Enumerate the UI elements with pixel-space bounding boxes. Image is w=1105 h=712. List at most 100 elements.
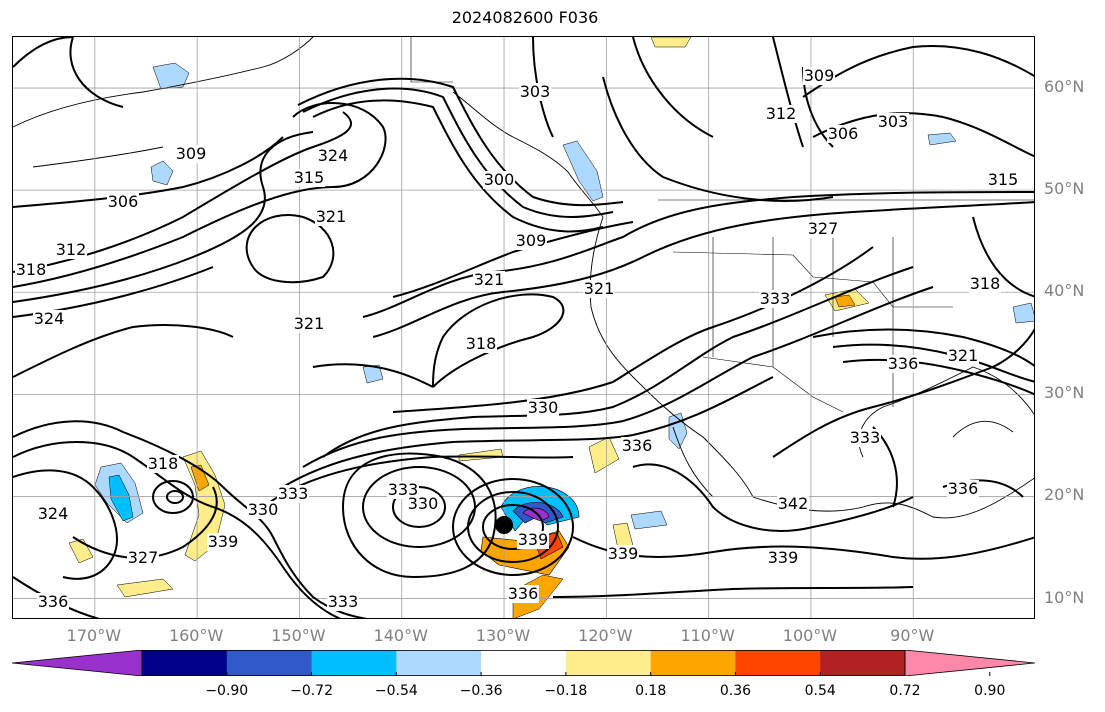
contour-label-background [877,113,909,131]
contour-label-background [33,310,65,328]
contour-label: 324 [318,146,349,165]
contour-label: 321 [584,279,615,298]
contour-label: 315 [988,170,1019,189]
contour-label: 321 [948,346,979,365]
contour-label-background [37,593,69,611]
lat-tick-label: 40°N [1044,281,1085,301]
lat-tick-label: 30°N [1044,383,1085,403]
shading-positive [116,578,174,598]
borders [410,37,1034,413]
colorbar-tick-label: −0.90 [205,683,249,699]
contour-label: 315 [294,168,325,187]
contour-label: 318 [16,260,47,279]
contour-label-background [887,355,919,373]
contour-label-background [987,171,1019,189]
colorbar-extend-low [12,650,143,676]
contour-label: 309 [176,144,207,163]
contour-label: 333 [278,484,309,503]
colorbar-frame [141,650,906,676]
contour-label: 300 [484,170,515,189]
contour-label-background [947,347,979,365]
contour-label-background [517,531,549,549]
storm-center-marker[interactable] [495,516,514,535]
contour-label: 303 [520,82,551,101]
colorbar-segment [650,650,736,676]
contour-label-background [947,480,979,498]
contour-label-background [621,437,653,455]
map-title: 2024082600 F036 [451,8,599,27]
lon-tick-label: 120°W [578,626,633,645]
colorbar-segment [226,650,313,676]
contour-label-background [15,261,47,279]
colorbar-tick-label: −0.54 [374,683,418,699]
contour-label: 321 [294,314,325,333]
contour-label-background [327,593,359,611]
contour-label-background [515,232,547,250]
contour-label-background [777,495,809,513]
contour-label-background [387,481,419,499]
map-canvas: 318 312 306 309 315 324 321 303 300 309 321 318 321 3… [13,37,1034,618]
contour-label: 306 [828,124,859,143]
contour-labels: 318 312 306 309 315 324 321 303 300 309 321 318 321 3… [15,66,1019,611]
contour-label: 339 [608,544,639,563]
shading-layer [68,37,1034,618]
colorbar-segment [481,650,567,676]
contour-label: 318 [148,454,179,473]
contour-label: 339 [768,548,799,567]
contour-label-background [293,315,325,333]
shading-negative [927,132,957,146]
colorbar-segment [820,650,906,676]
lon-tick-label: 170°W [66,626,122,645]
contour-label: 303 [878,112,909,131]
contour-label-background [969,275,1001,293]
shading-positive [834,294,856,308]
contour-label: 336 [622,436,653,455]
lat-tick-label: 20°N [1044,485,1085,505]
contour-label: 336 [948,479,979,498]
shading-negative [562,140,604,202]
contour-label-background [147,455,179,473]
shading-positive [458,448,504,462]
contour-label-background [293,169,325,187]
contour-label: 333 [760,289,791,308]
colorbar-tick-label: −0.36 [459,683,503,699]
contour-label-background [827,125,859,143]
lon-tick-label: 130°W [475,626,531,645]
shading-negative [630,510,668,530]
colorbar-segment [396,650,482,676]
colorbar-segment [565,650,652,676]
map-panel[interactable]: 318 312 306 309 315 324 321 303 300 309 321 318 321 3… [12,36,1035,619]
contour-label-background [315,208,347,226]
colorbar-tick-label: 0.36 [719,683,752,699]
contour-label-background [175,145,207,163]
lon-tick-label: 110°W [680,626,735,645]
contour-label-background [247,501,279,519]
contour-label-background [519,83,551,101]
contour-label-background [483,171,515,189]
contour-label: 327 [808,219,839,238]
contour-label-background [317,147,349,165]
contour-label: 321 [316,207,347,226]
lat-tick-label: 60°N [1044,77,1085,97]
contour-label-background [127,549,159,567]
contour-label: 324 [38,504,69,523]
contour-label: 330 [248,500,279,519]
colorbar-tick-label: 0.54 [804,683,836,699]
contour-label: 318 [970,274,1001,293]
colorbar-tick-label: 0.72 [889,683,921,699]
lon-tick-label: 140°W [373,626,428,645]
shading-negative [1012,302,1034,324]
colorbar-segment [311,650,397,676]
contour-label-background [849,429,881,447]
contour-label: 336 [38,592,69,611]
contour-label-background [37,505,69,523]
contour-label: 336 [888,354,919,373]
contour-label: 309 [804,66,835,85]
colorbar-tick-label: 0.18 [635,683,667,699]
contour-label: 306 [108,192,139,211]
shading-positive [650,37,692,48]
contour-label: 327 [128,548,159,567]
contour-label-background [767,549,799,567]
colorbar-tick-label: −0.18 [544,683,588,699]
contour-label: 309 [516,231,547,250]
